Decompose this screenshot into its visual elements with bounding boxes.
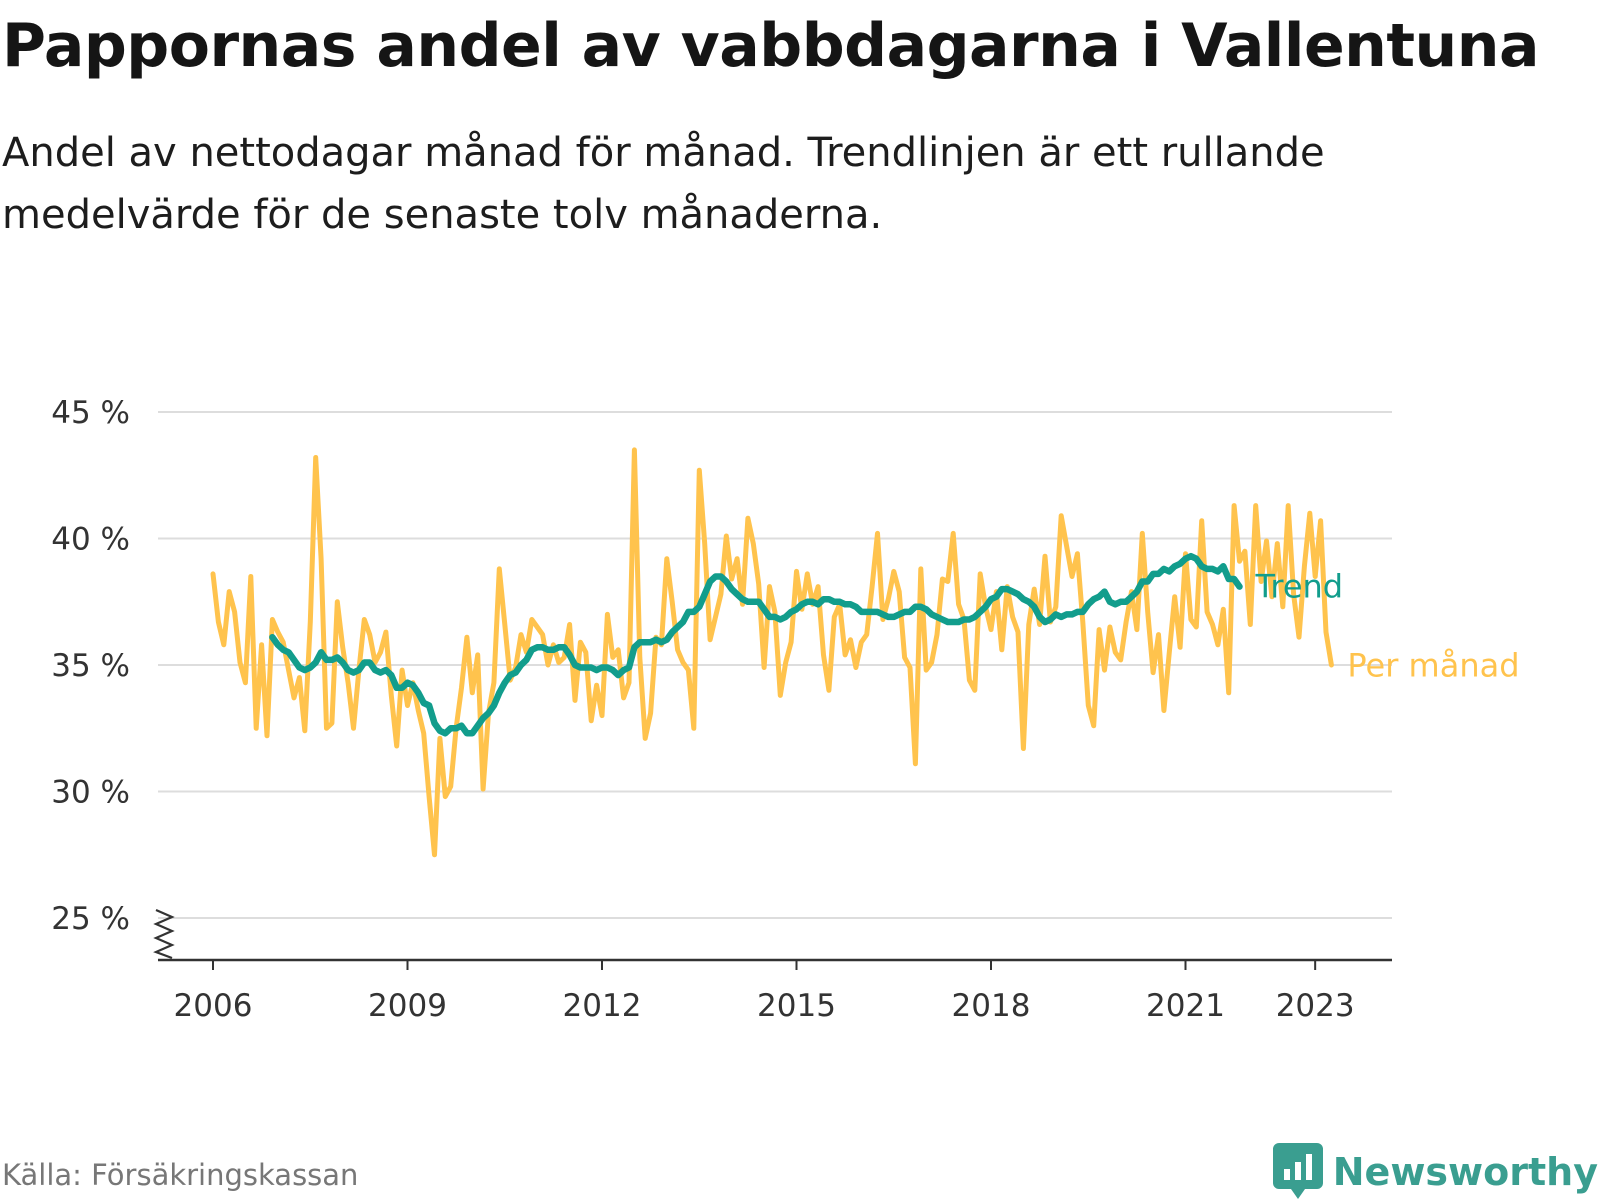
y-tick-label: 45 % bbox=[51, 395, 130, 431]
chart-title: Pappornas andel av vabbdagarna i Vallent… bbox=[2, 11, 1539, 81]
y-tick-label: 30 % bbox=[51, 775, 130, 811]
x-tick-label: 2018 bbox=[952, 988, 1031, 1024]
chart-subtitle: Andel av nettodagar månad för månad. Tre… bbox=[2, 130, 1325, 238]
y-tick-label: 25 % bbox=[51, 901, 130, 937]
x-tick-label: 2009 bbox=[368, 988, 447, 1024]
y-tick-label: 35 % bbox=[51, 648, 130, 684]
series-lines bbox=[210, 447, 1334, 858]
x-tick-label: 2012 bbox=[563, 988, 642, 1024]
x-tick-label: 2021 bbox=[1146, 988, 1225, 1024]
series-line-trend bbox=[269, 552, 1243, 737]
y-tick-label: 40 % bbox=[51, 522, 130, 558]
series-label-per-manad: Per månad bbox=[1347, 647, 1519, 685]
line-chart: 25 % 30 % 35 % 40 % 45 % 2006 2009 2012 2015 201… bbox=[51, 395, 1520, 1024]
x-tick-label: 2023 bbox=[1276, 988, 1355, 1024]
y-axis-labels: 25 % 30 % 35 % 40 % 45 % bbox=[51, 395, 130, 937]
brand-name: Newsworthy bbox=[1332, 1150, 1598, 1194]
x-tick-label: 2015 bbox=[757, 988, 836, 1024]
series-label-trend: Trend bbox=[1255, 568, 1344, 606]
x-tick-label: 2006 bbox=[174, 988, 253, 1024]
axis-break-icon bbox=[153, 908, 175, 960]
x-axis-labels: 2006 2009 2012 2015 2018 2021 2023 bbox=[174, 988, 1355, 1024]
newsworthy-chart-icon bbox=[1272, 1143, 1323, 1199]
series-labels: Per månad Trend bbox=[1255, 568, 1520, 685]
series-line-per-manad bbox=[210, 447, 1334, 858]
x-axis bbox=[153, 908, 1392, 970]
brand-logo: Newsworthy bbox=[1272, 1143, 1598, 1201]
source-note: Källa: Försäkringskassan bbox=[2, 1158, 359, 1192]
